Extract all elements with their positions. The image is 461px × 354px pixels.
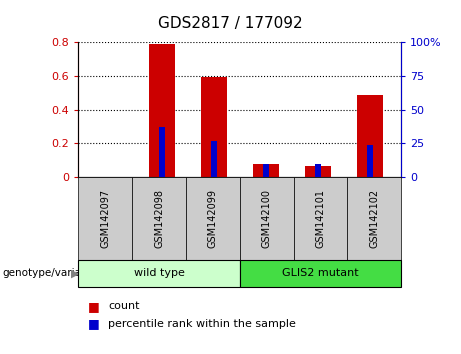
Text: ▶: ▶ — [71, 268, 80, 279]
Text: GSM142101: GSM142101 — [315, 189, 325, 248]
Bar — [253, 164, 279, 177]
Text: GSM142097: GSM142097 — [100, 189, 110, 248]
Text: GSM142102: GSM142102 — [369, 189, 379, 248]
Text: genotype/variation: genotype/variation — [2, 268, 101, 279]
Bar — [366, 145, 373, 177]
Bar — [305, 166, 331, 177]
Text: percentile rank within the sample: percentile rank within the sample — [108, 319, 296, 329]
Text: wild type: wild type — [134, 268, 184, 279]
Bar — [315, 164, 321, 177]
Bar — [211, 141, 217, 177]
Text: GSM142100: GSM142100 — [261, 189, 272, 248]
Text: GLIS2 mutant: GLIS2 mutant — [282, 268, 359, 279]
Text: GSM142099: GSM142099 — [208, 189, 218, 248]
Bar — [263, 164, 269, 177]
Bar — [159, 127, 165, 177]
Text: GSM142098: GSM142098 — [154, 189, 164, 248]
Bar — [357, 96, 383, 177]
Text: GDS2817 / 177092: GDS2817 / 177092 — [158, 16, 303, 30]
Text: count: count — [108, 301, 140, 311]
Text: ■: ■ — [88, 318, 99, 330]
Bar — [148, 44, 175, 177]
Text: ■: ■ — [88, 300, 99, 313]
Bar — [201, 77, 227, 177]
